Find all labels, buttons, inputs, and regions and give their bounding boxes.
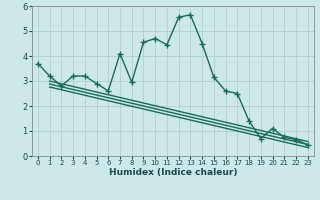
X-axis label: Humidex (Indice chaleur): Humidex (Indice chaleur) bbox=[108, 168, 237, 177]
